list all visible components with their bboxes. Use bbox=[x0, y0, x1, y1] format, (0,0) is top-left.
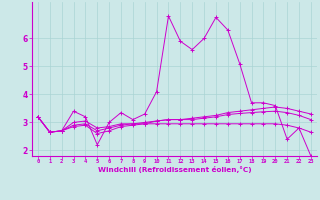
X-axis label: Windchill (Refroidissement éolien,°C): Windchill (Refroidissement éolien,°C) bbox=[98, 166, 251, 173]
